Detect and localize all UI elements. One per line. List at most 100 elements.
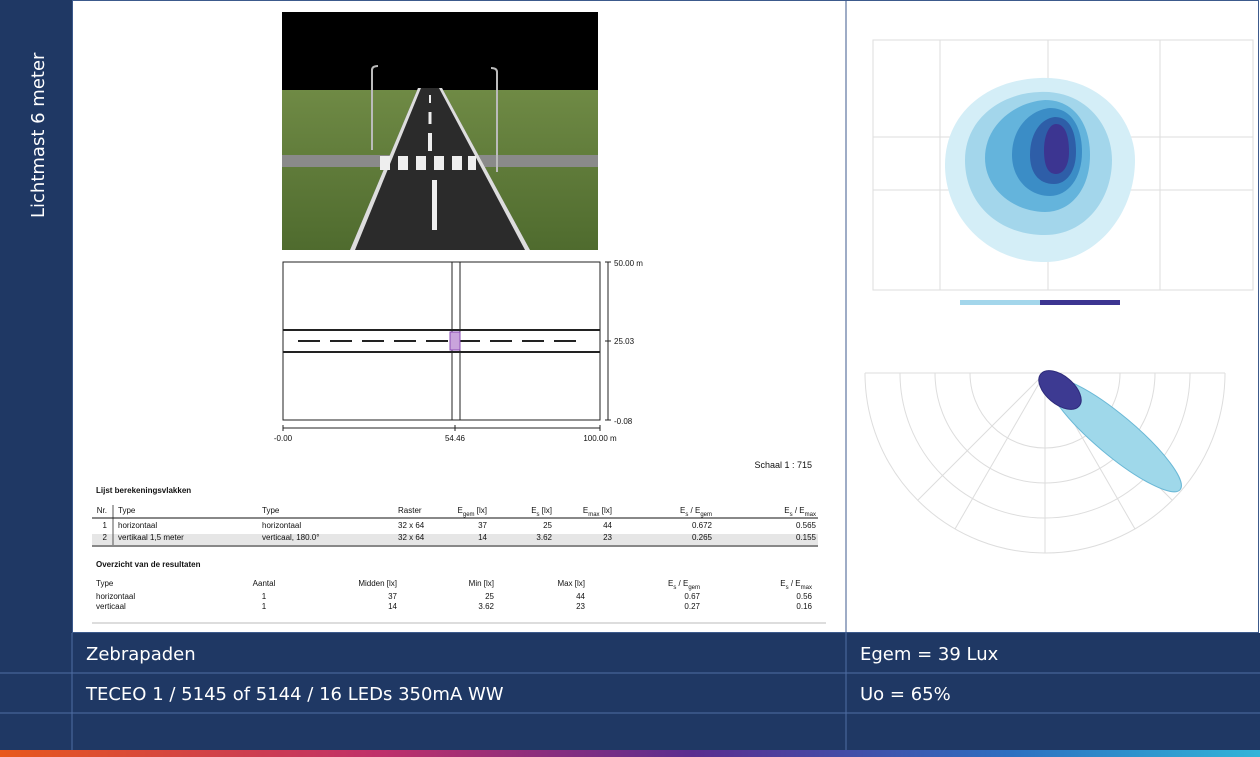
cell: 32 x 64 [398, 533, 425, 542]
table-title: Lijst berekeningsvlakken [96, 486, 191, 495]
column-header: Type [118, 506, 136, 515]
y-axis-label: 25.03 [614, 337, 635, 346]
header-text: Aantal [253, 579, 276, 588]
cell: horizontaal [96, 592, 135, 601]
header-text: E [583, 506, 588, 515]
header-text: Midden [lx] [358, 579, 397, 588]
cell: 0.67 [684, 592, 700, 601]
subscript: gem [463, 512, 475, 518]
subscript: s [537, 512, 540, 518]
header-text: / E [688, 506, 700, 515]
header-text: / E [793, 506, 805, 515]
column-header: Es / Egem [680, 506, 712, 518]
header-text: E [780, 579, 785, 588]
sidebar [0, 0, 72, 750]
column-header: Raster [398, 506, 422, 515]
header-text: E [668, 579, 673, 588]
header-text: Max [lx] [557, 579, 585, 588]
subscript: s [786, 585, 789, 591]
subscript: max [801, 585, 812, 591]
header-text: [lx] [600, 506, 612, 515]
cell: 44 [603, 521, 612, 530]
cell: 14 [388, 602, 397, 611]
cell: 0.565 [796, 521, 817, 530]
header-text: Type [262, 506, 280, 515]
header-text: / E [676, 579, 688, 588]
header-text: Raster [398, 506, 422, 515]
y-axis-label: 50.00 m [614, 259, 643, 268]
header-text: Nr. [97, 506, 107, 515]
cell: 2 [103, 533, 108, 542]
cell: 14 [478, 533, 487, 542]
column-header: Type [262, 506, 280, 515]
cell: 25 [485, 592, 494, 601]
header-text: E [784, 506, 789, 515]
cell: 1 [262, 592, 267, 601]
y-axis-label: -0.08 [614, 417, 633, 426]
subscript: gem [688, 585, 700, 591]
header-text: E [680, 506, 685, 515]
column-header: Es / Emax [784, 506, 816, 518]
sidebar-title: Lichtmast 6 meter [28, 52, 49, 218]
cell: 44 [576, 592, 585, 601]
cell: 3.62 [478, 602, 494, 611]
column-header: Midden [lx] [358, 579, 397, 588]
subscript: max [588, 512, 599, 518]
cell: vertikaal 1,5 meter [118, 533, 184, 542]
column-header: Es [lx] [531, 506, 552, 518]
footer-text: Zebrapaden [86, 644, 196, 665]
footer [0, 633, 1260, 757]
plan-drawing [282, 261, 611, 431]
header-text: Min [lx] [469, 579, 494, 588]
cell: 0.16 [796, 602, 812, 611]
cell: 32 x 64 [398, 521, 425, 530]
header-text: Type [96, 579, 114, 588]
column-header: Type [96, 579, 114, 588]
column-header: Min [lx] [469, 579, 494, 588]
cell: 37 [388, 592, 397, 601]
cell: 1 [103, 521, 108, 530]
cell: 0.27 [684, 602, 700, 611]
cell: verticaal, 180.0° [262, 533, 319, 542]
cell: 37 [478, 521, 487, 530]
cell: horizontaal [262, 521, 301, 530]
header-text: / E [789, 579, 801, 588]
x-axis-label: 54.46 [445, 434, 466, 443]
cell: 3.62 [536, 533, 552, 542]
column-header: Es / Egem [668, 579, 700, 591]
cell: verticaal [96, 602, 126, 611]
column-header: Egem [lx] [458, 506, 487, 518]
column-header: Max [lx] [557, 579, 585, 588]
cell: horizontaal [118, 521, 157, 530]
column-header: Es / Emax [780, 579, 812, 591]
row-shade [92, 534, 818, 545]
table-title: Overzicht van de resultaten [96, 560, 201, 569]
road-render [282, 12, 598, 250]
isolux-diagram [872, 39, 1254, 305]
subscript: s [790, 512, 793, 518]
column-header: Aantal [253, 579, 276, 588]
footer-text: Egem = 39 Lux [860, 644, 999, 665]
footer-text: Uo = 65% [860, 684, 951, 705]
x-axis-label: -0.00 [274, 434, 293, 443]
cell: 1 [262, 602, 267, 611]
header-text: [lx] [475, 506, 487, 515]
column-header: Nr. [97, 506, 107, 515]
scale-label: Schaal 1 : 715 [754, 460, 812, 470]
cell: 0.155 [796, 533, 817, 542]
cell: 0.265 [692, 533, 713, 542]
cell: 0.56 [796, 592, 812, 601]
header-text: E [458, 506, 463, 515]
subscript: s [685, 512, 688, 518]
cell: 23 [603, 533, 612, 542]
subscript: gem [700, 512, 712, 518]
x-axis-label: 100.00 m [583, 434, 617, 443]
subscript: max [805, 512, 816, 518]
header-text: E [531, 506, 536, 515]
column-header: Emax [lx] [583, 506, 612, 518]
header-text: [lx] [540, 506, 552, 515]
cell: 0.672 [692, 521, 713, 530]
polar-diagram [864, 370, 1226, 554]
cell: 23 [576, 602, 585, 611]
